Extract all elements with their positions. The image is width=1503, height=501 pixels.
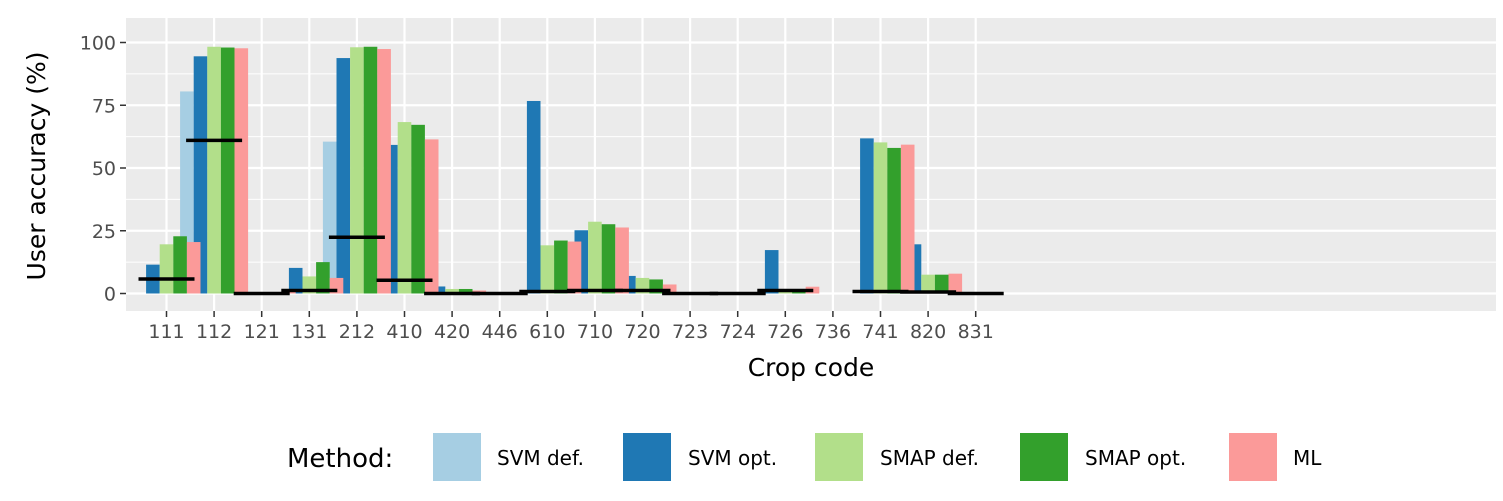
bar (363, 46, 378, 294)
bar (411, 124, 425, 294)
x-tick-label: 212 (339, 321, 375, 343)
x-tick-label: 820 (910, 321, 946, 343)
y-tick-label: 50 (92, 158, 116, 180)
bar (288, 267, 303, 294)
bar (554, 240, 568, 294)
bar (220, 47, 235, 294)
x-tick-label: 410 (386, 321, 422, 343)
x-tick-label: 736 (815, 321, 851, 343)
y-tick-label: 75 (92, 95, 116, 117)
legend-key (815, 433, 863, 481)
y-axis-title: User accuracy (%) (22, 52, 51, 281)
bar (316, 262, 330, 294)
x-tick-label: 121 (244, 321, 280, 343)
x-tick-label: 831 (958, 321, 994, 343)
legend-key (623, 433, 671, 481)
bar (207, 46, 221, 294)
x-tick-label: 131 (291, 321, 327, 343)
bar (588, 221, 602, 294)
bar (948, 273, 963, 294)
bars (146, 46, 963, 294)
legend-label: SVM opt. (688, 446, 777, 470)
bar (458, 288, 473, 294)
bar (526, 100, 541, 294)
x-tick-label: 446 (482, 321, 518, 343)
bar (173, 236, 187, 294)
legend-key (1020, 433, 1068, 481)
bar (350, 47, 364, 294)
legend-key (1229, 433, 1277, 481)
bar (601, 224, 616, 294)
legend-label: SVM def. (497, 446, 584, 470)
bar (159, 244, 174, 294)
x-tick-label: 710 (577, 321, 613, 343)
x-tick-label: 720 (624, 321, 660, 343)
bar (234, 48, 249, 294)
y-tick-label: 100 (80, 33, 116, 55)
legend-label: ML (1293, 446, 1322, 470)
bar (921, 274, 935, 294)
y-axis: 0 25 50 75 100 (80, 33, 126, 306)
bar (540, 245, 555, 294)
x-tick-label: 723 (672, 321, 708, 343)
x-tick-label: 112 (196, 321, 232, 343)
bar (377, 49, 391, 294)
legend-label: SMAP def. (880, 446, 979, 470)
bar (900, 144, 915, 294)
bar (887, 147, 901, 294)
bar (186, 242, 201, 294)
x-tick-label: 724 (720, 321, 756, 343)
bar (424, 139, 439, 294)
y-tick-label: 0 (104, 284, 116, 306)
legend: Method: SVM def. SVM opt. SMAP def. SMAP op… (287, 433, 1322, 481)
bar (934, 274, 949, 294)
x-tick-label: 111 (148, 321, 184, 343)
reference-lines (138, 138, 1004, 296)
x-tick-label: 610 (529, 321, 565, 343)
x-tick-label: 726 (767, 321, 803, 343)
bar (322, 141, 337, 294)
legend-label: SMAP opt. (1085, 446, 1186, 470)
legend-title: Method: (287, 444, 393, 474)
y-tick-label: 25 (92, 221, 116, 243)
bar (193, 56, 208, 294)
legend-key (433, 433, 481, 481)
bar (397, 122, 412, 294)
x-axis: 111 112 121 131 212 410 420 446 610 710 720 723 724 7… (148, 311, 994, 343)
bar (336, 58, 351, 294)
bar (445, 288, 459, 294)
bar (567, 241, 582, 294)
bar (615, 227, 629, 294)
x-tick-label: 420 (434, 321, 470, 343)
bar (860, 138, 874, 294)
x-tick-label: 741 (862, 321, 898, 343)
bar (764, 250, 779, 294)
x-axis-title: Crop code (748, 353, 875, 382)
bar (873, 142, 888, 294)
